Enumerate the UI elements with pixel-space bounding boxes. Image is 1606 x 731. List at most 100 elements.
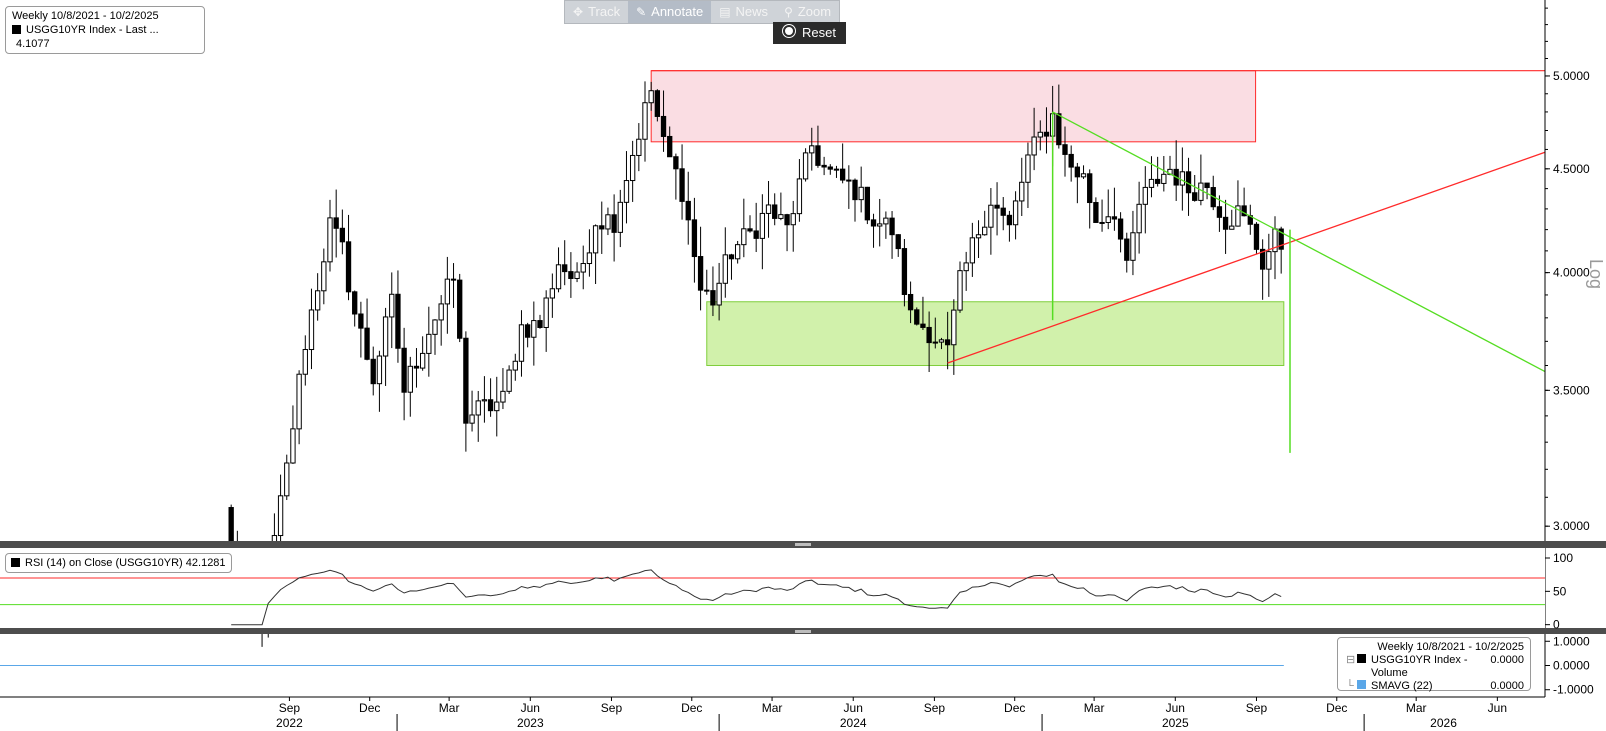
candle-down [450, 278, 457, 281]
candle-down [864, 186, 871, 221]
support-zone [706, 301, 1285, 366]
candle-down [1278, 228, 1284, 250]
candle-up [290, 428, 296, 464]
rsi-tick-label: 50 [1553, 584, 1567, 598]
volume-tick-label: -1.0000 [1553, 683, 1594, 697]
candle-up [407, 365, 413, 393]
price-tick-label: 5.0000 [1553, 69, 1590, 83]
candle-up [617, 201, 623, 233]
candle-up [1012, 200, 1019, 226]
track-button[interactable]: ✥ Track [565, 1, 628, 23]
candle-down [1068, 153, 1074, 168]
price-tick-label: 4.5000 [1553, 162, 1590, 176]
candle-down [1154, 178, 1161, 184]
rsi-tick-label: 100 [1553, 551, 1573, 565]
candle-down [568, 271, 574, 279]
zoom-button[interactable]: ⚲ Zoom [776, 1, 839, 23]
volume-legend: Weekly 10/8/2021 - 10/2/2025 ⊟ USGG10YR I… [1337, 637, 1531, 692]
candle-down [1192, 192, 1198, 201]
sma-series-label: SMAVG (22) [1371, 680, 1433, 692]
rsi-line [231, 569, 1282, 626]
candle-down [228, 507, 234, 543]
candle-down [784, 214, 790, 226]
candle-up [988, 204, 994, 228]
candle-up [1198, 182, 1204, 201]
candle-down [704, 289, 710, 292]
candle-down [401, 347, 407, 393]
candle-down [907, 293, 914, 311]
candle-down [562, 264, 568, 273]
candle-up [605, 214, 611, 230]
candle-up [592, 225, 599, 254]
candle-down [463, 337, 469, 424]
candle-up [969, 237, 976, 264]
date-tick-label: Mar [439, 701, 460, 715]
candle-up [574, 271, 580, 279]
candle-up [494, 401, 500, 412]
year-label: 2025 [1162, 716, 1189, 730]
candle-up [277, 495, 284, 537]
reset-label: Reset [802, 25, 836, 40]
price-legend-value: 4.1077 [16, 38, 50, 50]
candle-down [747, 228, 753, 232]
candle-down [1099, 221, 1105, 224]
date-tick-label: Mar [762, 701, 783, 715]
candle-up [833, 168, 840, 171]
candle-up [308, 309, 315, 351]
candle-down [827, 166, 833, 170]
candle-down [852, 179, 858, 201]
candle-down [673, 156, 679, 170]
rsi-pane: 100 50 0 [0, 548, 1573, 632]
volume-legend-period: Weekly 10/8/2021 - 10/2/2025 [1377, 641, 1524, 653]
candle-up [531, 320, 537, 338]
candle-down [821, 164, 827, 168]
candle-down [697, 256, 704, 291]
date-tick-label: Sep [279, 701, 301, 715]
candle-down [370, 358, 376, 385]
candle-up [951, 309, 957, 346]
price-legend-series: USGG10YR Index - Last ... [26, 24, 159, 36]
candle-up [543, 297, 549, 328]
candle-up [376, 355, 383, 385]
date-tick-label: Jun [1166, 701, 1185, 715]
candle-down [1093, 202, 1099, 223]
candle-up [765, 204, 772, 214]
candle-up [438, 303, 444, 321]
rising-trendline [947, 151, 1546, 364]
news-button[interactable]: ▤ News [711, 1, 776, 23]
series-swatch [12, 25, 21, 34]
date-tick-label: Mar [1084, 701, 1105, 715]
reset-button[interactable]: Reset [773, 22, 846, 44]
candle-up [623, 180, 630, 203]
candle-up [1130, 232, 1136, 261]
tree-expand-icon: ⊟ [1346, 654, 1356, 666]
candle-down [358, 313, 364, 329]
candle-up [938, 339, 945, 343]
price-tick-label: 4.0000 [1553, 266, 1590, 280]
rsi-legend: RSI (14) on Close (USGG10YR) 42.1281 [5, 553, 232, 573]
candle-down [364, 327, 370, 360]
sma-swatch [1357, 680, 1366, 689]
rsi-tick-label: 0 [1553, 618, 1560, 632]
candle-up [932, 341, 938, 344]
candle-down [1056, 113, 1062, 146]
candle-up [518, 324, 525, 362]
candle-up [1179, 171, 1186, 186]
candle-down [1216, 206, 1223, 218]
pane-divider-handle [795, 543, 811, 546]
volume-swatch [1357, 654, 1366, 663]
candle-down [889, 217, 895, 236]
date-tick-label: Sep [601, 701, 623, 715]
candle-up [648, 90, 654, 104]
candle-up [1025, 154, 1031, 183]
candle-up [1161, 173, 1167, 184]
candle-down [1000, 207, 1006, 216]
candle-down [660, 115, 667, 137]
magnifier-icon: ⚲ [784, 5, 793, 19]
annotate-button[interactable]: ✎ Annotate [628, 1, 712, 23]
candle-down [1124, 238, 1130, 261]
candle-up [722, 254, 728, 284]
candle-down [1006, 214, 1013, 226]
candle-up [549, 288, 556, 299]
